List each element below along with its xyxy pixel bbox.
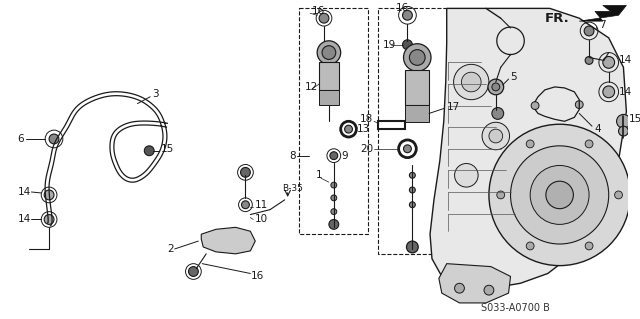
Circle shape [331,195,337,201]
Text: 14: 14 [618,87,632,97]
Circle shape [44,215,54,224]
Circle shape [575,101,583,108]
Text: 16: 16 [250,271,264,281]
Circle shape [618,126,628,136]
Text: 11: 11 [255,200,269,210]
Circle shape [461,72,481,92]
Text: 15: 15 [628,114,640,124]
Text: 16: 16 [396,4,409,13]
Bar [406,70,429,105]
Circle shape [603,86,614,98]
Polygon shape [579,5,627,21]
Circle shape [585,56,593,64]
Text: 6: 6 [18,134,24,144]
Text: 14: 14 [618,56,632,65]
Circle shape [406,241,419,253]
Polygon shape [430,8,627,288]
Circle shape [531,102,539,109]
Circle shape [489,129,502,143]
Circle shape [317,41,340,64]
Text: 18: 18 [360,114,373,124]
Text: 2: 2 [167,244,173,254]
Circle shape [410,172,415,178]
Circle shape [488,79,504,95]
Circle shape [329,219,339,229]
Text: 5: 5 [511,72,517,82]
Text: 17: 17 [447,101,460,112]
Circle shape [585,140,593,148]
Text: 3: 3 [152,89,159,99]
Circle shape [454,164,478,187]
Circle shape [319,13,329,23]
Text: 16: 16 [312,6,326,16]
Text: 20: 20 [360,144,373,154]
Bar [378,8,447,254]
Circle shape [331,209,337,215]
Text: 14: 14 [18,187,31,197]
Text: 14: 14 [18,214,31,225]
Text: 15: 15 [161,144,174,154]
Text: 10: 10 [255,214,268,225]
Bar [319,63,339,90]
Text: FR.: FR. [545,12,570,25]
Circle shape [344,125,353,133]
Text: B-35: B-35 [282,183,303,193]
Text: 9: 9 [342,151,348,161]
Circle shape [526,140,534,148]
Polygon shape [201,227,255,254]
Circle shape [331,182,337,188]
Circle shape [44,190,54,200]
Circle shape [614,191,623,199]
Circle shape [322,46,336,59]
Text: 8: 8 [290,151,296,161]
Circle shape [403,145,412,153]
Circle shape [410,187,415,193]
Circle shape [454,283,465,293]
Text: 19: 19 [383,40,396,50]
Circle shape [484,285,494,295]
Circle shape [585,242,593,250]
Text: 1: 1 [316,170,323,180]
Circle shape [189,267,198,277]
Bar [300,8,368,234]
Circle shape [241,201,250,209]
Circle shape [330,152,338,160]
Text: 7: 7 [599,20,605,30]
Circle shape [489,124,630,266]
Text: S033-A0700 B: S033-A0700 B [481,303,550,313]
Circle shape [241,167,250,177]
Circle shape [49,134,59,144]
Circle shape [497,191,505,199]
Circle shape [410,50,425,65]
Text: 12: 12 [305,82,317,92]
Circle shape [454,64,489,100]
Circle shape [403,44,431,71]
Circle shape [530,166,589,224]
Text: 13: 13 [356,124,370,134]
Circle shape [526,242,534,250]
Text: 4: 4 [594,124,600,134]
Circle shape [145,146,154,156]
Circle shape [511,146,609,244]
Bar [378,121,406,129]
Circle shape [403,40,412,50]
Bar [319,90,339,105]
Circle shape [492,83,500,91]
Circle shape [603,56,614,68]
Circle shape [584,26,594,36]
Circle shape [492,108,504,119]
Circle shape [616,115,630,128]
Circle shape [410,202,415,208]
Bar [406,105,429,122]
Polygon shape [439,264,511,303]
Circle shape [546,181,573,209]
Circle shape [403,10,412,20]
Circle shape [482,122,509,150]
